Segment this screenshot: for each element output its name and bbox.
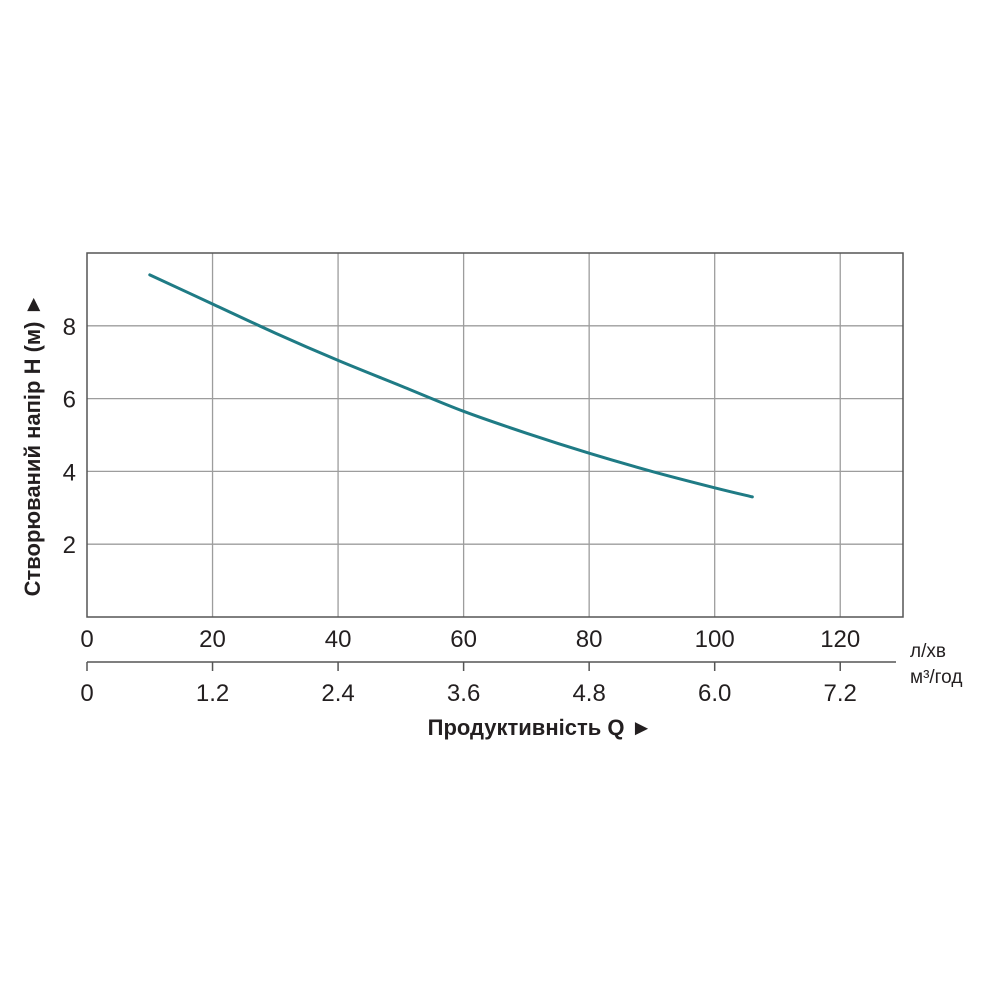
x-tick-label: 40	[325, 626, 352, 653]
x2-unit-label: м³/год	[910, 667, 962, 688]
secondary-x-tick-label: 6.0	[698, 680, 731, 707]
secondary-x-tick-label: 7.2	[824, 680, 857, 707]
x-tick-label: 60	[450, 626, 477, 653]
x-unit-label: л/хв	[910, 641, 946, 662]
secondary-x-tick-label: 3.6	[447, 680, 480, 707]
x-axis-title: Продуктивність Q ►	[428, 715, 653, 740]
y-tick-label: 6	[63, 387, 76, 414]
x-tick-label: 100	[695, 626, 735, 653]
secondary-x-tick-label: 4.8	[572, 680, 605, 707]
x-tick-label: 20	[199, 626, 226, 653]
secondary-x-tick-labels: 0 1.2 2.4 3.6 4.8 6.0 7.2	[80, 662, 857, 707]
x-tick-label: 0	[80, 626, 93, 653]
grid	[87, 253, 903, 617]
y-tick-label: 2	[63, 532, 76, 559]
y-tick-labels: 2 4 6 8	[63, 314, 76, 559]
y-tick-label: 8	[63, 314, 76, 341]
head-flow-curve	[148, 273, 754, 499]
secondary-x-tick-label: 0	[80, 680, 93, 707]
x-tick-labels: 0 20 40 60 80 100 120	[80, 626, 860, 653]
x-tick-label: 120	[820, 626, 860, 653]
secondary-x-tick-label: 1.2	[196, 680, 229, 707]
secondary-x-tick-label: 2.4	[321, 680, 354, 707]
x-tick-label: 80	[576, 626, 603, 653]
y-axis-title: Створюваний напір H (м) ►	[20, 294, 45, 597]
plot-frame	[86, 252, 904, 618]
y-tick-label: 4	[63, 459, 76, 486]
